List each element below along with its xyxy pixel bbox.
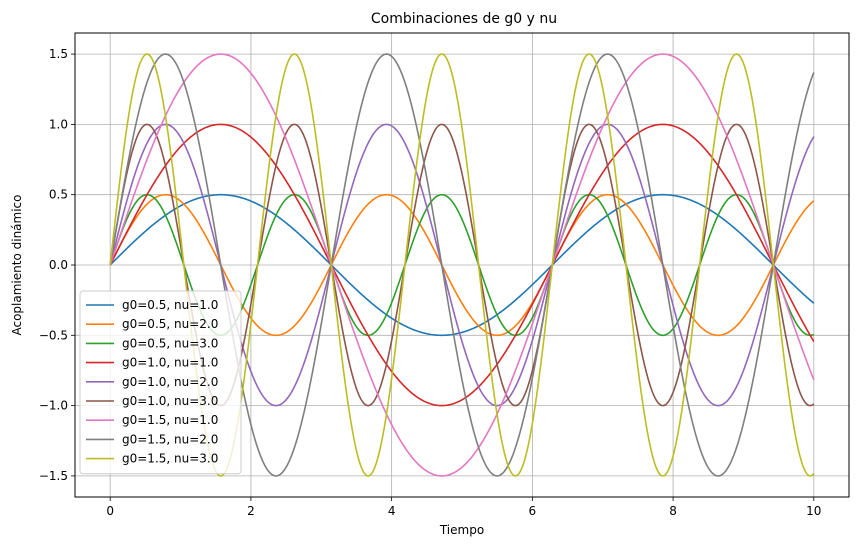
y-tick-label: 0.5 — [49, 188, 68, 202]
legend-label: g0=1.5, nu=1.0 — [122, 413, 218, 427]
y-tick-label: −1.0 — [39, 399, 68, 413]
x-tick-label: 10 — [806, 504, 821, 518]
legend: g0=0.5, nu=1.0 g0=0.5, nu=2.0 g0=0.5, nu=3… — [80, 291, 241, 474]
legend-label: g0=0.5, nu=2.0 — [122, 317, 218, 331]
y-tick-label: 0.0 — [49, 258, 68, 272]
x-tick-label: 0 — [106, 504, 114, 518]
legend-label: g0=1.5, nu=3.0 — [122, 452, 218, 466]
chart-title: Combinaciones de g0 y nu — [371, 11, 557, 27]
y-tick-label: −1.5 — [39, 469, 68, 483]
y-tick-label: −0.5 — [39, 328, 68, 342]
x-tick-label: 4 — [388, 504, 396, 518]
x-tick-label: 6 — [529, 504, 537, 518]
y-tick-label: 1.0 — [49, 117, 68, 131]
legend-label: g0=1.5, nu=2.0 — [122, 432, 218, 446]
legend-label: g0=1.0, nu=3.0 — [122, 394, 218, 408]
legend-label: g0=0.5, nu=1.0 — [122, 298, 218, 312]
x-axis-label: Tiempo — [439, 523, 484, 537]
legend-label: g0=1.0, nu=1.0 — [122, 356, 218, 370]
legend-label: g0=1.0, nu=2.0 — [122, 375, 218, 389]
legend-label: g0=0.5, nu=3.0 — [122, 336, 218, 350]
y-tick-label: 1.5 — [49, 47, 68, 61]
x-tick-label: 2 — [247, 504, 255, 518]
y-axis-label: Acoplamiento dinámico — [10, 195, 24, 336]
x-tick-label: 8 — [669, 504, 677, 518]
